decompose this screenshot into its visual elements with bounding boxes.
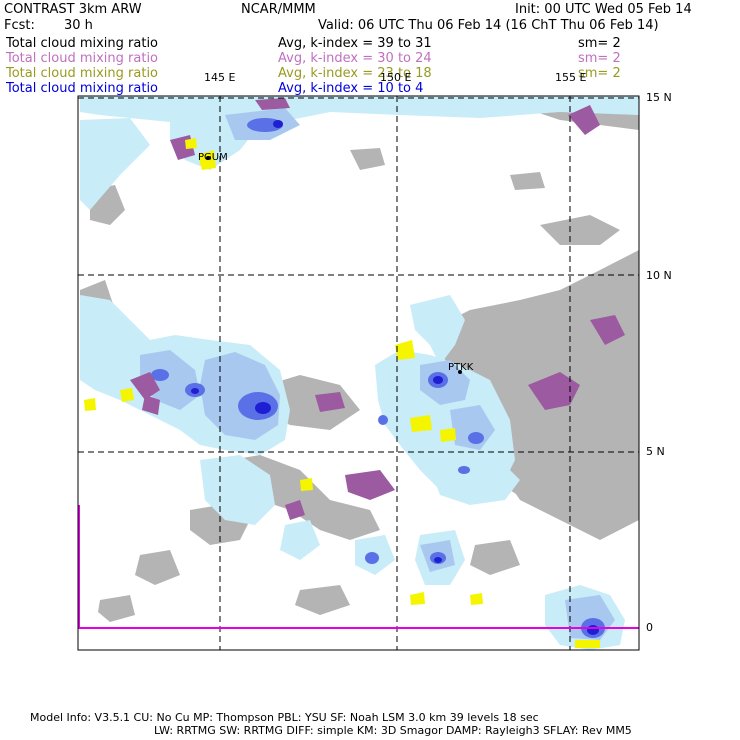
lon-label-155: 155 E	[555, 71, 587, 84]
field-sm-3: sm= 2	[578, 66, 621, 81]
lat-label-5: 5 N	[646, 445, 665, 458]
model-info-line-2: LW: RRTMG SW: RRTMG DIFF: simple KM: 3D …	[154, 724, 632, 737]
lat-label-10: 10 N	[646, 269, 672, 282]
field-label-2: Total cloud mixing ratio	[6, 51, 159, 66]
forecast-hours: 30 h	[64, 18, 93, 33]
grey-cloud-layer	[80, 96, 639, 622]
graticule	[78, 96, 639, 650]
field-sm-2: sm= 2	[578, 51, 621, 66]
yellow-cloud-layer	[84, 138, 600, 648]
field-sm-1: sm= 2	[578, 36, 621, 51]
lat-label-15: 15 N	[646, 91, 672, 104]
deep-cloud-layer	[151, 118, 605, 638]
forecast-label: Fcst:	[4, 18, 35, 33]
field-label-4: Total cloud mixing ratio	[6, 81, 159, 96]
station-label-ptkk: PTKK	[448, 362, 474, 373]
field-stat-2: Avg, k-index = 30 to 24	[278, 51, 432, 66]
lon-label-145: 145 E	[204, 71, 236, 84]
model-name: CONTRAST 3km ARW	[4, 2, 142, 17]
light-cloud-layer	[80, 96, 639, 650]
init-time: Init: 00 UTC Wed 05 Feb 14	[515, 2, 692, 17]
station-label-pgum: PGUM	[198, 152, 228, 163]
mid-cloud-layer	[140, 108, 615, 640]
core-cloud-layer	[191, 120, 599, 635]
field-stat-1: Avg, k-index = 39 to 31	[278, 36, 432, 51]
field-stat-3: Avg, k-index = 23 to 18	[278, 66, 432, 81]
model-info-line-1: Model Info: V3.5.1 CU: No Cu MP: Thompso…	[30, 711, 539, 724]
field-label-3: Total cloud mixing ratio	[6, 66, 159, 81]
lon-label-150: 150 E	[380, 71, 412, 84]
field-stat-4: Avg, k-index = 10 to 4	[278, 81, 424, 96]
valid-time: Valid: 06 UTC Thu 06 Feb 14 (16 ChT Thu …	[318, 18, 659, 33]
lat-label-0: 0	[646, 621, 653, 634]
map-frame	[77, 95, 640, 651]
field-label-1: Total cloud mixing ratio	[6, 36, 159, 51]
organization: NCAR/MMM	[241, 2, 316, 17]
